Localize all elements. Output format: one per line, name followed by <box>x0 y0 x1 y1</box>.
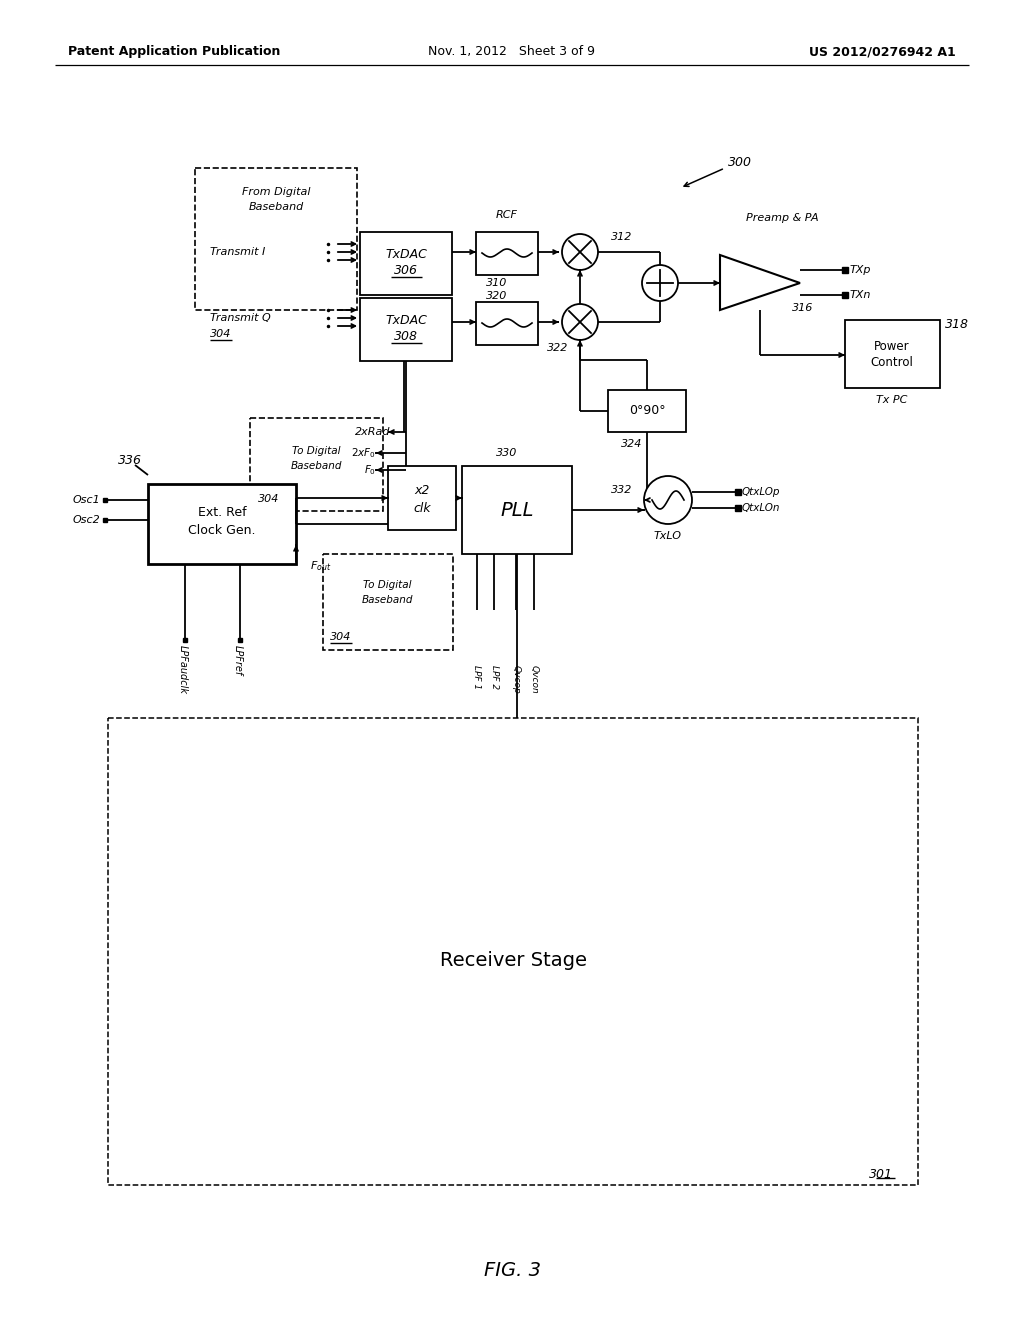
Bar <box>462 466 572 554</box>
Bar <box>250 418 383 511</box>
Text: 310: 310 <box>486 279 508 288</box>
Text: QtxLOp: QtxLOp <box>742 487 780 498</box>
Circle shape <box>562 304 598 341</box>
Text: 336: 336 <box>118 454 142 466</box>
Text: FIG. 3: FIG. 3 <box>483 1261 541 1279</box>
Text: 0°90°: 0°90° <box>629 404 666 417</box>
Text: 332: 332 <box>611 484 633 495</box>
Text: 316: 316 <box>793 304 814 313</box>
Text: Qvcop: Qvcop <box>512 665 520 694</box>
Text: Receiver Stage: Receiver Stage <box>439 950 587 969</box>
Text: 318: 318 <box>945 318 969 331</box>
Text: 308: 308 <box>394 330 418 343</box>
Text: 304: 304 <box>330 632 351 642</box>
Text: Baseband: Baseband <box>361 595 413 605</box>
Bar <box>388 466 456 531</box>
Text: RCF: RCF <box>496 210 518 220</box>
Text: Osc1: Osc1 <box>73 495 100 506</box>
Bar <box>360 232 452 294</box>
Text: x2: x2 <box>415 483 430 496</box>
Circle shape <box>642 265 678 301</box>
Text: Nov. 1, 2012   Sheet 3 of 9: Nov. 1, 2012 Sheet 3 of 9 <box>428 45 596 58</box>
Text: To Digital: To Digital <box>362 579 412 590</box>
Bar <box>608 389 686 432</box>
Text: US 2012/0276942 A1: US 2012/0276942 A1 <box>809 45 956 58</box>
Polygon shape <box>720 255 800 310</box>
Text: Preamp & PA: Preamp & PA <box>745 213 818 223</box>
Text: 300: 300 <box>728 156 752 169</box>
Text: 301: 301 <box>869 1168 893 1181</box>
Text: Transmit I: Transmit I <box>210 247 265 257</box>
Text: Ext. Ref: Ext. Ref <box>198 506 247 519</box>
Text: Transmit Q: Transmit Q <box>210 313 270 323</box>
Text: TxDAC: TxDAC <box>385 248 427 261</box>
Text: Tx PC: Tx PC <box>877 395 907 405</box>
Text: LPFref: LPFref <box>233 645 243 676</box>
Bar <box>108 718 918 1185</box>
Text: 322: 322 <box>547 343 568 352</box>
Bar <box>195 168 357 310</box>
Text: Qvcon: Qvcon <box>529 665 539 694</box>
Text: 330: 330 <box>497 447 518 458</box>
Text: 306: 306 <box>394 264 418 277</box>
Text: $F_0$: $F_0$ <box>364 463 376 477</box>
Text: $F_{out}$: $F_{out}$ <box>310 560 332 573</box>
Circle shape <box>644 477 692 524</box>
Text: TXn: TXn <box>850 290 871 300</box>
Text: 320: 320 <box>486 290 508 301</box>
Bar <box>360 298 452 360</box>
Text: Osc2: Osc2 <box>73 515 100 525</box>
Text: To Digital: To Digital <box>292 446 340 455</box>
Bar <box>476 302 538 345</box>
Text: LPF 1: LPF 1 <box>472 665 481 689</box>
Bar <box>148 484 296 564</box>
Text: Baseband: Baseband <box>290 461 342 471</box>
Text: LPFaudclk: LPFaudclk <box>178 645 188 694</box>
Text: QtxLOn: QtxLOn <box>742 503 780 513</box>
Text: $2xF_0$: $2xF_0$ <box>351 446 376 459</box>
Text: Power: Power <box>874 339 909 352</box>
Text: Control: Control <box>870 356 913 370</box>
Text: LPF 2: LPF 2 <box>489 665 499 689</box>
Text: Patent Application Publication: Patent Application Publication <box>68 45 281 58</box>
Text: 304: 304 <box>258 494 280 504</box>
Text: TXp: TXp <box>850 265 871 275</box>
Text: 2xRad: 2xRad <box>354 426 390 437</box>
Text: PLL: PLL <box>501 500 534 520</box>
Bar <box>476 232 538 275</box>
Text: Clock Gen.: Clock Gen. <box>188 524 256 536</box>
Text: clk: clk <box>414 502 431 515</box>
Bar <box>845 319 940 388</box>
Bar <box>323 554 453 649</box>
Circle shape <box>562 234 598 271</box>
Text: TxLO: TxLO <box>654 531 682 541</box>
Text: From Digital: From Digital <box>242 187 310 197</box>
Text: 304: 304 <box>210 329 231 339</box>
Text: 312: 312 <box>611 232 633 242</box>
Text: Baseband: Baseband <box>249 202 304 213</box>
Text: 324: 324 <box>622 440 643 449</box>
Text: TxDAC: TxDAC <box>385 314 427 327</box>
